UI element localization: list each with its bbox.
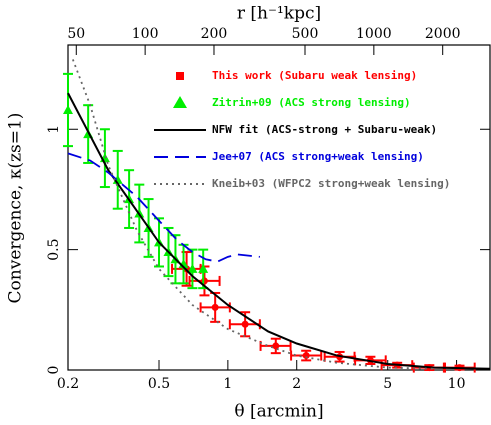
y-tick-label: 1 <box>46 125 62 134</box>
line <box>67 92 491 370</box>
x2-axis-label: r [h⁻¹kpc] <box>237 4 321 24</box>
x2-tick-label: 50 <box>67 26 85 42</box>
legend-label: Kneib+03 (WFPC2 strong+weak lensing) <box>212 177 450 190</box>
point <box>241 320 249 328</box>
y-axis-label: Convergence, κ(zs=1) <box>6 113 26 304</box>
point <box>198 263 209 273</box>
x-tick-label: 10 <box>448 376 466 392</box>
legend-label: This work (Subaru weak lensing) <box>212 69 417 82</box>
x2-tick-label: 500 <box>292 26 319 42</box>
x2-tick-label: 200 <box>201 26 228 42</box>
x2-tick-label: 2000 <box>425 26 461 42</box>
x-axis-label: θ [arcmin] <box>234 402 323 422</box>
legend-marker <box>176 72 184 80</box>
line <box>67 152 260 263</box>
x-tick-label: 2 <box>292 376 301 392</box>
x-tick-label: 1 <box>223 376 232 392</box>
point <box>211 303 219 311</box>
plot-frame <box>67 44 491 371</box>
x-tick-label: 5 <box>383 376 392 392</box>
legend-marker <box>173 96 187 108</box>
x2-tick-label: 100 <box>132 26 159 42</box>
point <box>272 342 280 350</box>
y-tick-label: 0 <box>46 366 62 375</box>
legend-label: NFW fit (ACS-strong + Subaru-weak) <box>212 123 437 136</box>
point <box>63 105 73 114</box>
x-tick-label: 0.5 <box>148 376 170 392</box>
point <box>302 352 310 360</box>
y-tick-label: 0.5 <box>46 238 62 260</box>
x2-tick-label: 1000 <box>356 26 392 42</box>
x-tick-label: 0.2 <box>57 376 79 392</box>
legend-label: Jee+07 (ACS strong+weak lensing) <box>212 150 424 163</box>
legend-label: Zitrin+09 (ACS strong lensing) <box>212 96 411 109</box>
point <box>187 263 198 273</box>
